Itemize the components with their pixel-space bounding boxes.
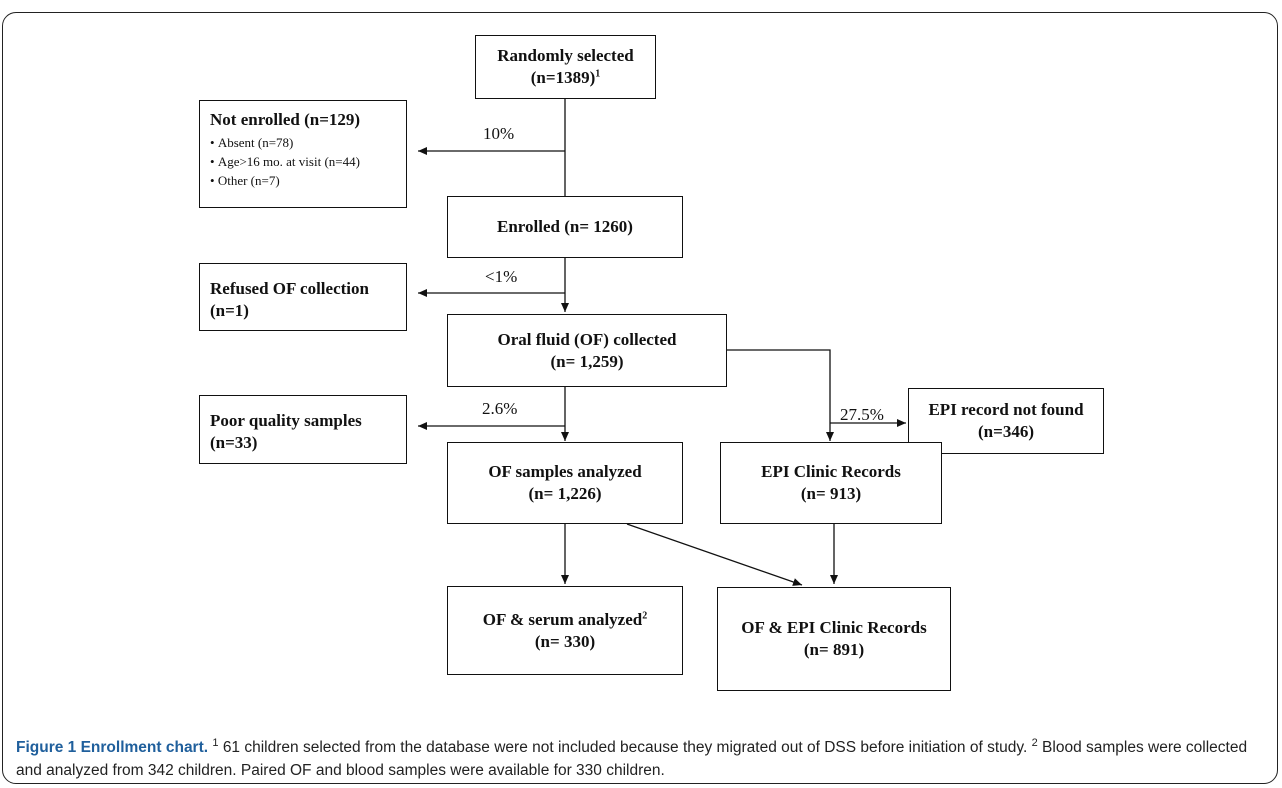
box-not-enrolled: Not enrolled (n=129) Absent (n=78) Age>1…: [199, 100, 407, 208]
epi-not-found-count: (n=346): [978, 422, 1034, 441]
arrow-of-collected-to-epi-clinic: [727, 349, 834, 441]
not-enrolled-title: Not enrolled (n=129): [210, 110, 361, 129]
of-collected-count: (n= 1,259): [550, 351, 624, 371]
caption-note1-sup: 1: [212, 736, 219, 749]
epi-clinic-title: EPI Clinic Records: [761, 462, 901, 481]
of-serum-title: OF & serum analyzed: [482, 609, 643, 629]
arrow-of-analyzed-to-of-epi: [626, 523, 803, 586]
box-of-collected: Oral fluid (OF) collected (n= 1,259): [447, 314, 727, 387]
box-enrolled: Enrolled (n= 1260): [447, 196, 683, 258]
reason-absent: Absent (n=78): [210, 133, 396, 152]
of-analyzed-title: OF samples analyzed: [488, 462, 642, 481]
box-of-analyzed: OF samples analyzed (n= 1,226): [447, 442, 683, 524]
reason-other: Other (n=7): [210, 171, 396, 190]
epi-not-found-title: EPI record not found: [928, 400, 1084, 419]
caption-label: Figure 1 Enrollment chart.: [16, 739, 209, 756]
footnote-1-ref: 1: [595, 68, 601, 80]
box-of-serum: OF & serum analyzed2 (n= 330): [447, 586, 683, 675]
pct-epi-not-found: 27.5%: [840, 405, 884, 424]
reason-age: Age>16 mo. at visit (n=44): [210, 152, 396, 171]
box-poor-quality: Poor quality samples (n=33): [199, 395, 407, 464]
figure-frame: [2, 12, 1278, 784]
box-epi-clinic: EPI Clinic Records (n= 913): [720, 442, 942, 524]
not-enrolled-reasons: Absent (n=78) Age>16 mo. at visit (n=44)…: [210, 133, 396, 190]
pct-refused: <1%: [485, 267, 518, 286]
caption-note1: 61 children selected from the database w…: [222, 739, 1028, 756]
figure-caption: Figure 1 Enrollment chart. 1 61 children…: [16, 736, 1266, 782]
of-epi-title: OF & EPI Clinic Records: [741, 618, 927, 637]
footnote-2-ref: 2: [642, 609, 648, 621]
refused-title: Refused OF collection: [210, 279, 369, 298]
box-of-epi-records: OF & EPI Clinic Records (n= 891): [717, 587, 951, 691]
pct-not-enrolled: 10%: [483, 124, 515, 143]
of-collected-title: Oral fluid (OF) collected: [497, 329, 677, 349]
randomly-selected-count: (n=1389): [530, 68, 596, 87]
refused-count: (n=1): [210, 301, 249, 320]
of-epi-count: (n= 891): [803, 640, 865, 659]
of-serum-count: (n= 330): [534, 631, 596, 651]
pct-poor-quality: 2.6%: [482, 399, 518, 418]
of-analyzed-count: (n= 1,226): [528, 484, 602, 503]
box-randomly-selected: Randomly selected (n=1389)1: [475, 35, 656, 99]
epi-clinic-count: (n= 913): [800, 484, 862, 503]
caption-note2: Blood samples were collected and analyze…: [16, 739, 1248, 779]
enrolled-title: Enrolled (n= 1260): [497, 217, 633, 236]
box-refused: Refused OF collection (n=1): [199, 263, 407, 331]
poor-quality-title: Poor quality samples: [210, 411, 362, 430]
caption-note2-sup: 2: [1031, 736, 1038, 749]
poor-quality-count: (n=33): [210, 433, 258, 452]
randomly-selected-title: Randomly selected: [497, 46, 634, 65]
